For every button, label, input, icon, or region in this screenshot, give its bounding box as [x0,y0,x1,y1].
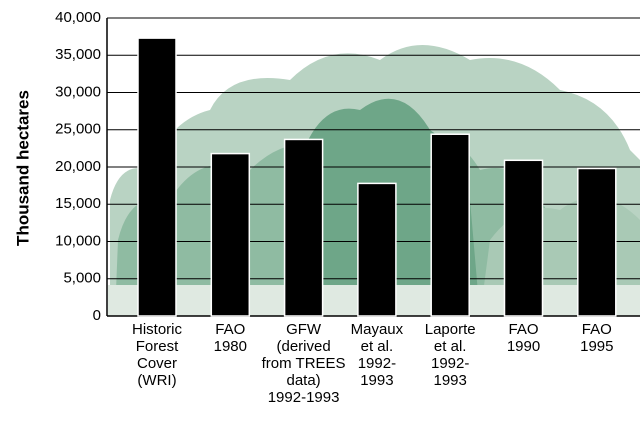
x-tick-label-line: et al. [361,338,394,355]
y-axis-label: Thousand hectares [13,90,32,246]
y-tick-label: 25,000 [55,121,101,138]
x-tick-label-line: 1992- [358,355,396,372]
x-tick-label-line: GFW [286,321,322,338]
x-tick-label-line: 1995 [580,338,613,355]
x-tick-label-line: 1993 [360,372,393,389]
x-tick-label: Laporte et al. 1992-1993 [425,321,476,389]
x-tick-label-line: 1990 [507,338,540,355]
x-tick-label: FAO 1995 [580,321,613,355]
x-tick-label: Mayaux et al. 1992-1993 [351,321,404,389]
y-tick-label: 5,000 [63,270,101,287]
x-tick-label-line: (derived [276,338,330,355]
x-tick-label: GFW (derived from TREES data) 1992-1993 [262,321,346,406]
x-tick-label-line: 1993 [434,372,467,389]
x-tick-label-line: 1992-1993 [268,389,340,406]
x-tick-label-line: Forest [136,338,179,355]
x-tick-label-line: from TREES [262,355,346,372]
y-tick-label: 35,000 [55,46,101,63]
bar [283,138,324,317]
bar [577,167,617,317]
x-tick-label-line: FAO [508,321,538,338]
x-tick-label-line: Laporte [425,321,476,338]
y-tick-label: 40,000 [55,9,101,26]
x-tick-label-line: (WRI) [137,372,176,389]
y-tick-label: 10,000 [55,232,101,249]
x-tick-label-line: Cover [137,355,177,372]
bar [503,159,544,317]
x-tick-label-line: 1992- [431,355,469,372]
bar [430,133,470,317]
x-tick-label: FAO 1980 [214,321,247,355]
x-tick-label-line: FAO [582,321,612,338]
x-tick-label: Historic Forest Cover (WRI) [132,321,183,389]
x-tick-label-line: Mayaux [351,321,404,338]
y-tick-label: 15,000 [55,195,101,212]
x-tick-label-line: 1980 [214,338,247,355]
x-tick-label-line: Historic [132,321,183,338]
x-tick-label: FAO 1990 [507,321,540,355]
x-tick-label-line: et al. [434,338,467,355]
bar [210,152,251,317]
x-tick-label-line: data) [286,372,320,389]
y-tick-label: 20,000 [55,158,101,175]
y-tick-label: 0 [93,307,101,324]
x-tick-label-line: FAO [215,321,245,338]
bar [137,37,177,317]
y-tick-label: 30,000 [55,83,101,100]
bar [357,182,397,317]
